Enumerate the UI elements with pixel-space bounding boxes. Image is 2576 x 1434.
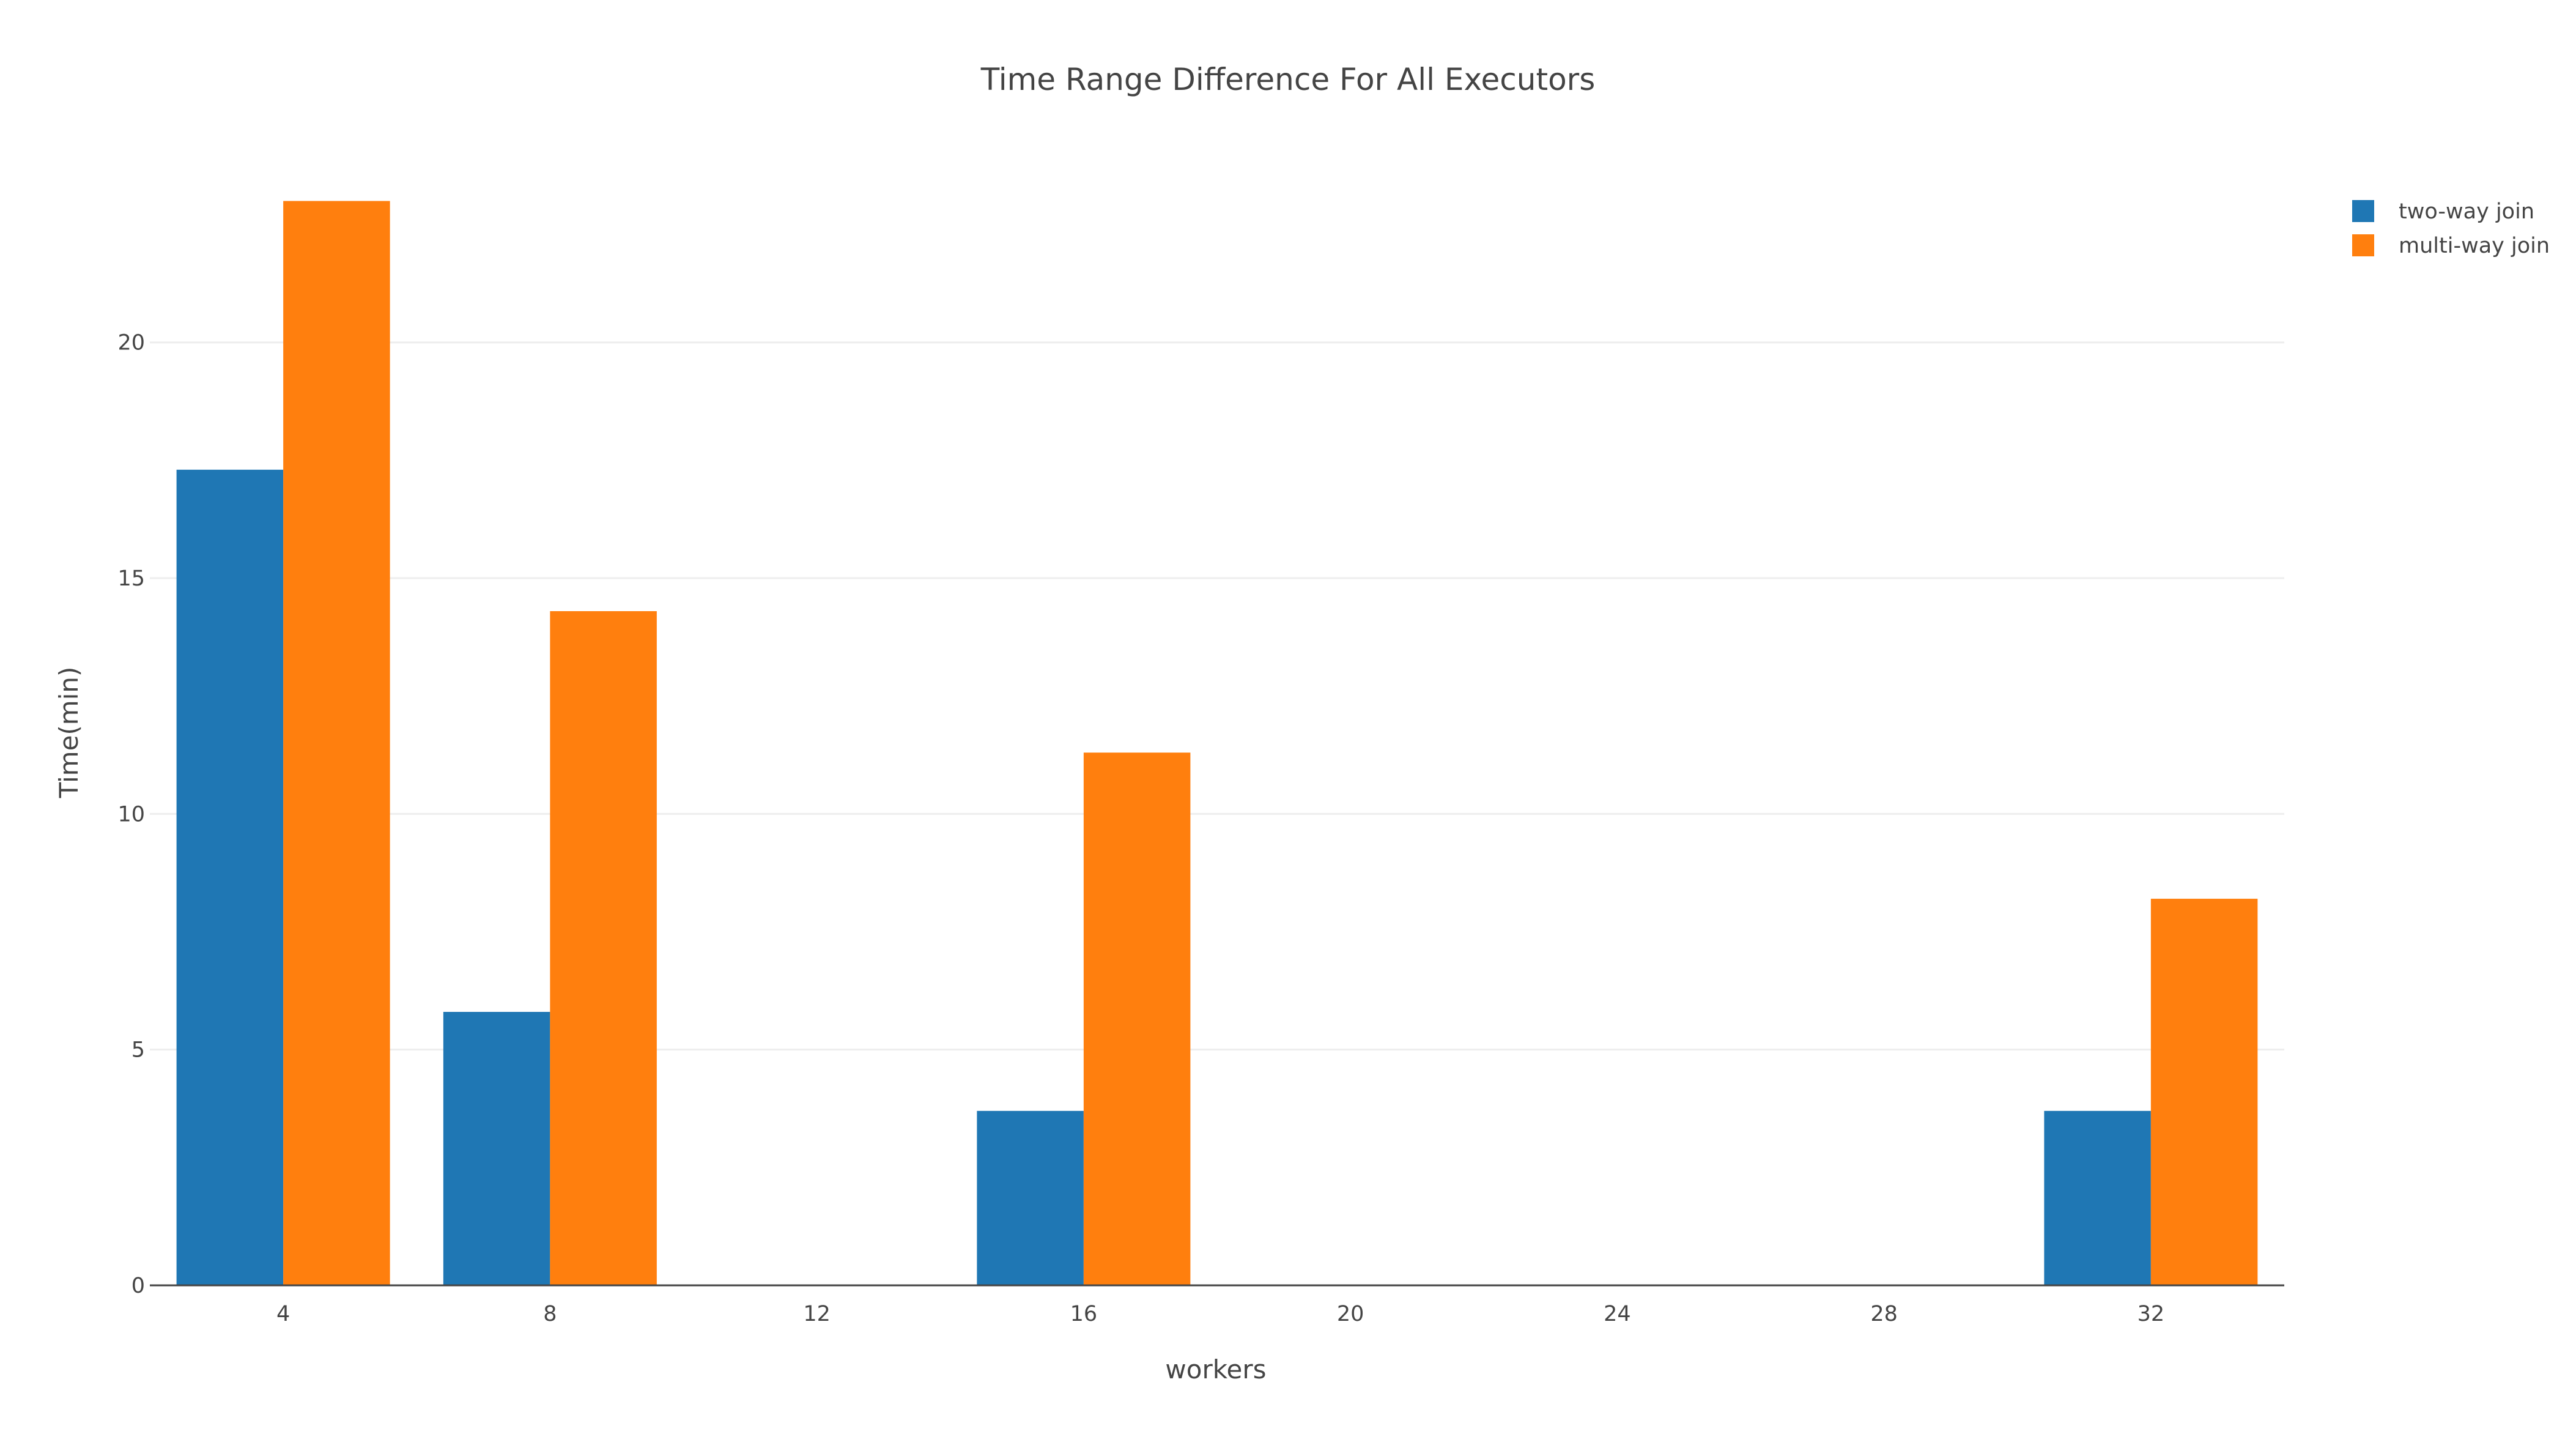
y-tick-label: 0 xyxy=(131,1274,145,1298)
bar-multi-way-join-32 xyxy=(2150,899,2258,1285)
bar-two-way-join-4 xyxy=(176,469,284,1286)
y-tick-label: 10 xyxy=(117,802,145,827)
x-tick-label: 20 xyxy=(1337,1302,1364,1326)
bar-multi-way-join-16 xyxy=(1083,752,1191,1285)
y-tick-label: 5 xyxy=(131,1038,145,1063)
x-tick-label: 4 xyxy=(276,1302,290,1326)
legend-swatch xyxy=(2352,200,2374,222)
bar-multi-way-join-8 xyxy=(550,611,657,1285)
bar-two-way-join-8 xyxy=(443,1012,550,1285)
x-tick-label: 12 xyxy=(803,1302,831,1326)
x-tick-label: 24 xyxy=(1604,1302,1631,1326)
bar-multi-way-join-4 xyxy=(283,201,390,1285)
legend-label: two-way join xyxy=(2399,199,2534,224)
chart-title: Time Range Difference For All Executors xyxy=(980,62,1596,97)
x-axis-ticks: 4 8 12 16 20 24 28 32 xyxy=(276,1302,2164,1326)
x-tick-label: 16 xyxy=(1070,1302,1098,1326)
y-tick-label: 20 xyxy=(117,331,145,355)
x-tick-label: 28 xyxy=(1870,1302,1898,1326)
bars xyxy=(176,201,2258,1286)
x-axis-title: workers xyxy=(1165,1354,1266,1384)
y-axis-title: Time(min) xyxy=(54,667,84,799)
bar-two-way-join-32 xyxy=(2044,1110,2151,1285)
x-tick-label: 8 xyxy=(543,1302,557,1326)
y-axis-ticks: 0 5 10 15 20 xyxy=(117,331,145,1298)
x-tick-label: 32 xyxy=(2137,1302,2165,1326)
legend-swatch xyxy=(2352,234,2374,256)
y-tick-label: 15 xyxy=(117,567,145,591)
legend: two-way join multi-way join xyxy=(2352,199,2550,258)
legend-label: multi-way join xyxy=(2399,234,2550,258)
grid-lines xyxy=(150,341,2284,1051)
bar-two-way-join-16 xyxy=(977,1110,1084,1285)
